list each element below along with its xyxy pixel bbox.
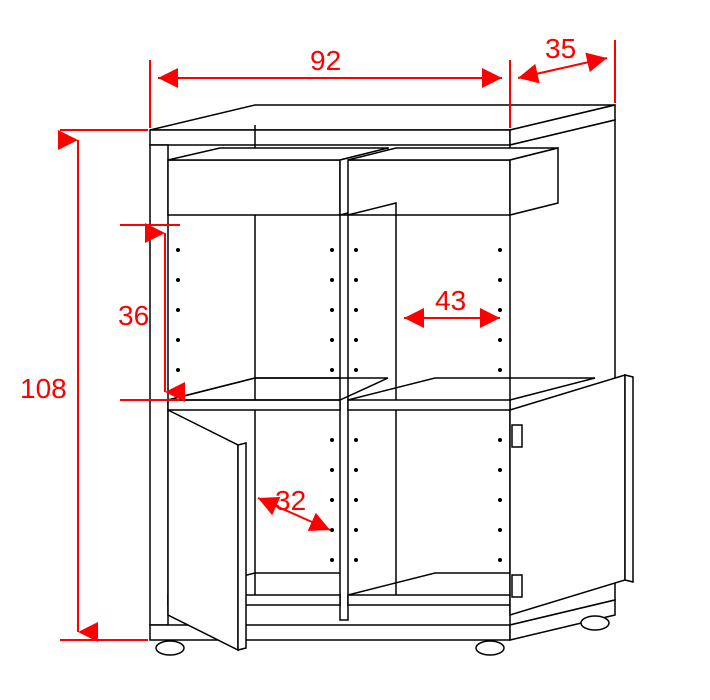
cabinet-body xyxy=(150,105,633,655)
dim-door-depth: 32 xyxy=(275,485,306,516)
dim-shelf-width: 43 xyxy=(435,285,466,316)
dim-width: 92 xyxy=(310,45,341,76)
dim-depth: 35 xyxy=(545,33,576,64)
dim-height: 108 xyxy=(20,373,67,404)
dim-shelf-height: 36 xyxy=(118,300,149,331)
cabinet-technical-drawing: 92 35 108 36 43 32 xyxy=(0,0,710,700)
